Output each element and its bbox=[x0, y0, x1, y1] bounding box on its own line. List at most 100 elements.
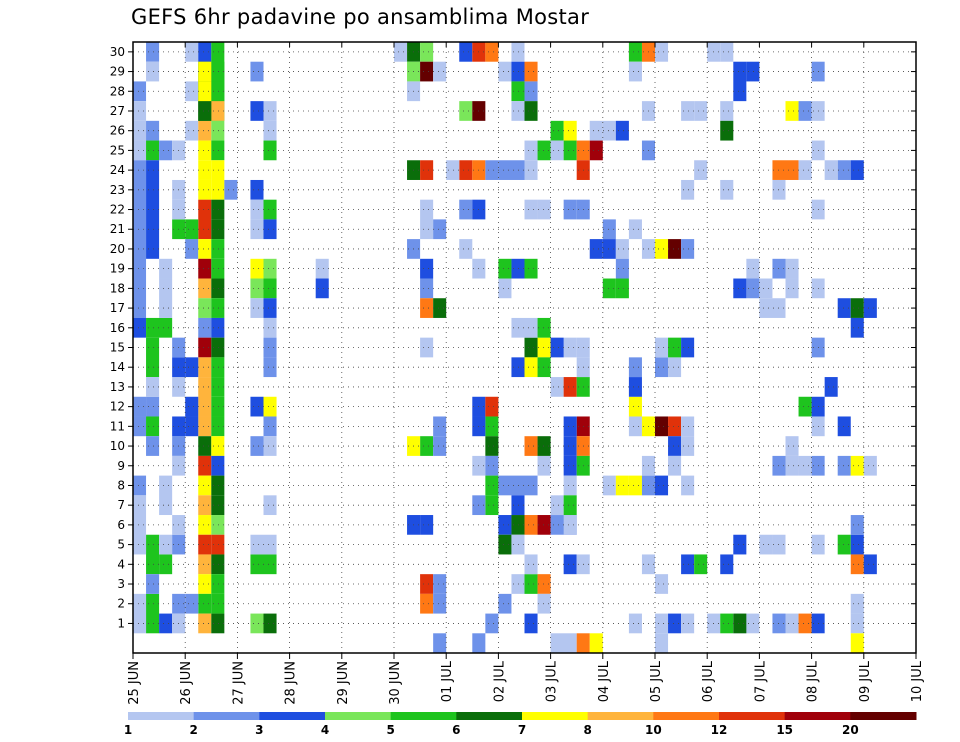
heatmap-cell bbox=[589, 633, 603, 653]
heatmap-cell bbox=[798, 160, 812, 180]
heatmap-cell bbox=[250, 278, 264, 299]
heatmap-cell bbox=[537, 593, 551, 614]
heatmap-cell bbox=[211, 258, 225, 279]
heatmap-cell bbox=[668, 357, 682, 378]
heatmap-cell bbox=[563, 495, 577, 516]
heatmap-cell bbox=[159, 258, 173, 279]
heatmap-cell bbox=[263, 120, 277, 141]
heatmap-cell bbox=[185, 239, 199, 259]
heatmap-cell bbox=[211, 140, 225, 161]
heatmap-cell bbox=[211, 574, 225, 594]
heatmap-cell bbox=[655, 613, 669, 634]
heatmap-cell bbox=[524, 357, 538, 378]
heatmap-cell bbox=[250, 436, 264, 456]
heatmap-cell bbox=[498, 515, 512, 535]
heatmap-cell bbox=[420, 278, 434, 299]
heatmap-cell bbox=[250, 258, 264, 279]
color-legend: 1 2 3 4 5 6 7 8 10 12 15 20 bbox=[124, 712, 917, 737]
heatmap-cell bbox=[863, 455, 877, 476]
legend-swatch bbox=[653, 712, 720, 720]
heatmap-cell bbox=[720, 554, 734, 575]
x-tick-label: 06 JUL bbox=[701, 660, 716, 702]
heatmap-cell bbox=[668, 436, 682, 456]
heatmap-cell bbox=[668, 337, 682, 358]
heatmap-cell bbox=[524, 554, 538, 575]
heatmap-cell bbox=[746, 613, 760, 634]
heatmap-cell bbox=[224, 179, 238, 200]
heatmap-cell bbox=[146, 416, 160, 437]
heatmap-cell bbox=[198, 475, 212, 496]
heatmap-cell bbox=[420, 593, 434, 614]
heatmap-cell bbox=[198, 120, 212, 141]
legend-label: 15 bbox=[776, 723, 793, 737]
heatmap-cell bbox=[498, 534, 512, 555]
heatmap-cell bbox=[315, 258, 329, 279]
y-tick-label: 25 bbox=[110, 143, 125, 157]
y-tick-label: 4 bbox=[117, 557, 125, 571]
heatmap-cell bbox=[563, 515, 577, 535]
y-tick-label: 29 bbox=[110, 65, 125, 79]
heatmap-cell bbox=[263, 337, 277, 358]
heatmap-cell bbox=[133, 140, 147, 161]
heatmap-cell bbox=[563, 436, 577, 456]
heatmap-cell bbox=[850, 515, 864, 535]
heatmap-cell bbox=[133, 101, 147, 121]
heatmap-cell bbox=[628, 377, 642, 397]
heatmap-cell bbox=[550, 377, 564, 397]
heatmap-cell bbox=[198, 436, 212, 456]
heatmap-cell bbox=[263, 278, 277, 299]
legend-label: 8 bbox=[583, 723, 591, 737]
heatmap-cell bbox=[511, 357, 525, 378]
heatmap-cell bbox=[185, 416, 199, 437]
heatmap-cell bbox=[263, 396, 277, 417]
heatmap-cell bbox=[250, 298, 264, 318]
heatmap-cell bbox=[185, 593, 199, 614]
heatmap-cell bbox=[198, 160, 212, 180]
heatmap-cell bbox=[159, 278, 173, 318]
heatmap-cell bbox=[798, 101, 812, 121]
y-tick-label: 28 bbox=[110, 84, 125, 98]
heatmap-cell bbox=[524, 101, 538, 121]
legend-swatch bbox=[259, 712, 326, 720]
heatmap-cell bbox=[211, 593, 225, 614]
heatmap-cell bbox=[785, 160, 799, 180]
legend-swatch bbox=[325, 712, 392, 720]
heatmap-cell bbox=[185, 396, 199, 417]
heatmap-cell bbox=[563, 120, 577, 141]
legend-label: 4 bbox=[321, 723, 329, 737]
y-tick-label: 16 bbox=[110, 321, 125, 335]
heatmap-cell bbox=[198, 140, 212, 161]
heatmap-cell bbox=[133, 317, 147, 338]
heatmap-cell bbox=[563, 140, 577, 161]
heatmap-cell bbox=[628, 416, 642, 437]
heatmap-cell bbox=[185, 81, 199, 102]
legend-swatch bbox=[850, 712, 917, 720]
heatmap-cell bbox=[263, 554, 277, 575]
heatmap-cell bbox=[250, 179, 264, 200]
y-tick-label: 10 bbox=[110, 439, 125, 453]
heatmap-cell bbox=[615, 239, 629, 259]
heatmap-cell bbox=[694, 554, 708, 575]
heatmap-cell bbox=[524, 337, 538, 358]
heatmap-cell bbox=[198, 495, 212, 516]
heatmap-cell bbox=[198, 416, 212, 437]
heatmap-cell bbox=[198, 337, 212, 358]
heatmap-cell bbox=[211, 515, 225, 535]
x-tick-label: 04 JUL bbox=[597, 660, 612, 702]
heatmap-cell bbox=[420, 258, 434, 279]
heatmap-cell bbox=[681, 101, 695, 121]
y-tick-label: 22 bbox=[110, 203, 125, 217]
heatmap-cell bbox=[524, 81, 538, 102]
heatmap-cell bbox=[863, 298, 877, 318]
heatmap-cell bbox=[211, 416, 225, 437]
heatmap-cell bbox=[472, 633, 486, 653]
heatmap-cell bbox=[263, 416, 277, 437]
heatmap-cell bbox=[133, 416, 147, 437]
heatmap-cell bbox=[798, 613, 812, 634]
heatmap-cell bbox=[250, 61, 264, 82]
y-tick-label: 18 bbox=[110, 281, 125, 295]
heatmap-cell bbox=[524, 436, 538, 456]
heatmap-cell bbox=[394, 42, 408, 62]
heatmap-cell bbox=[694, 101, 708, 121]
x-tick-label: 30 JUN bbox=[388, 661, 403, 705]
